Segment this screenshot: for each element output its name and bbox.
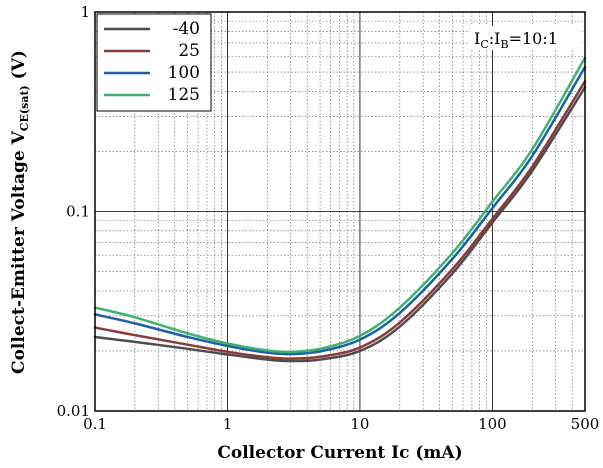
svg-text:IC:IB=10:1: IC:IB=10:1 [474,29,558,51]
series-lines [93,56,587,363]
annotation-ib-sub: B [500,38,508,51]
legend-label: 100 [168,63,200,83]
x-tick-label: 1 [223,415,233,433]
x-tick-label: 0.1 [83,415,107,433]
x-tick-label: 10 [350,415,369,433]
x-axis-title: Collector Current Ic (mA) [217,443,462,463]
y-axis-title-subscript: CE(sat) [18,85,31,131]
x-tick-labels: 0.1 1 10 100 500 [83,415,599,433]
x-tick-label: 500 [571,415,600,433]
y-tick-label: 0.1 [66,203,90,221]
series-line-100 [93,65,587,356]
series-line-25 [93,79,587,360]
y-axis-title-main: Collect-Emitter Voltage V [9,130,29,374]
ratio-annotation: IC:IB=10:1 [470,26,582,51]
plot-frame [94,11,586,412]
annotation-ic-sub: C [480,38,488,51]
y-tick-label: 1 [80,3,90,21]
legend-label: 25 [178,41,200,61]
y-axis-title: Collect-Emitter Voltage VCE(sat) (V) [9,50,31,374]
series-line-125 [93,56,587,354]
series-line-40-neg [93,85,587,363]
y-tick-labels: 0.01 0.1 1 [57,3,90,420]
legend-label: 125 [168,85,200,105]
major-grid [95,12,585,411]
y-axis-title-unit: (V) [9,50,29,85]
x-tick-label: 100 [478,415,507,433]
annotation-ratio: =10:1 [509,29,558,48]
y-tick-label: 0.01 [57,402,90,420]
legend-label: -40 [173,19,200,39]
annotation-ib: :I [489,29,501,48]
annotation-ic: I [474,29,480,48]
